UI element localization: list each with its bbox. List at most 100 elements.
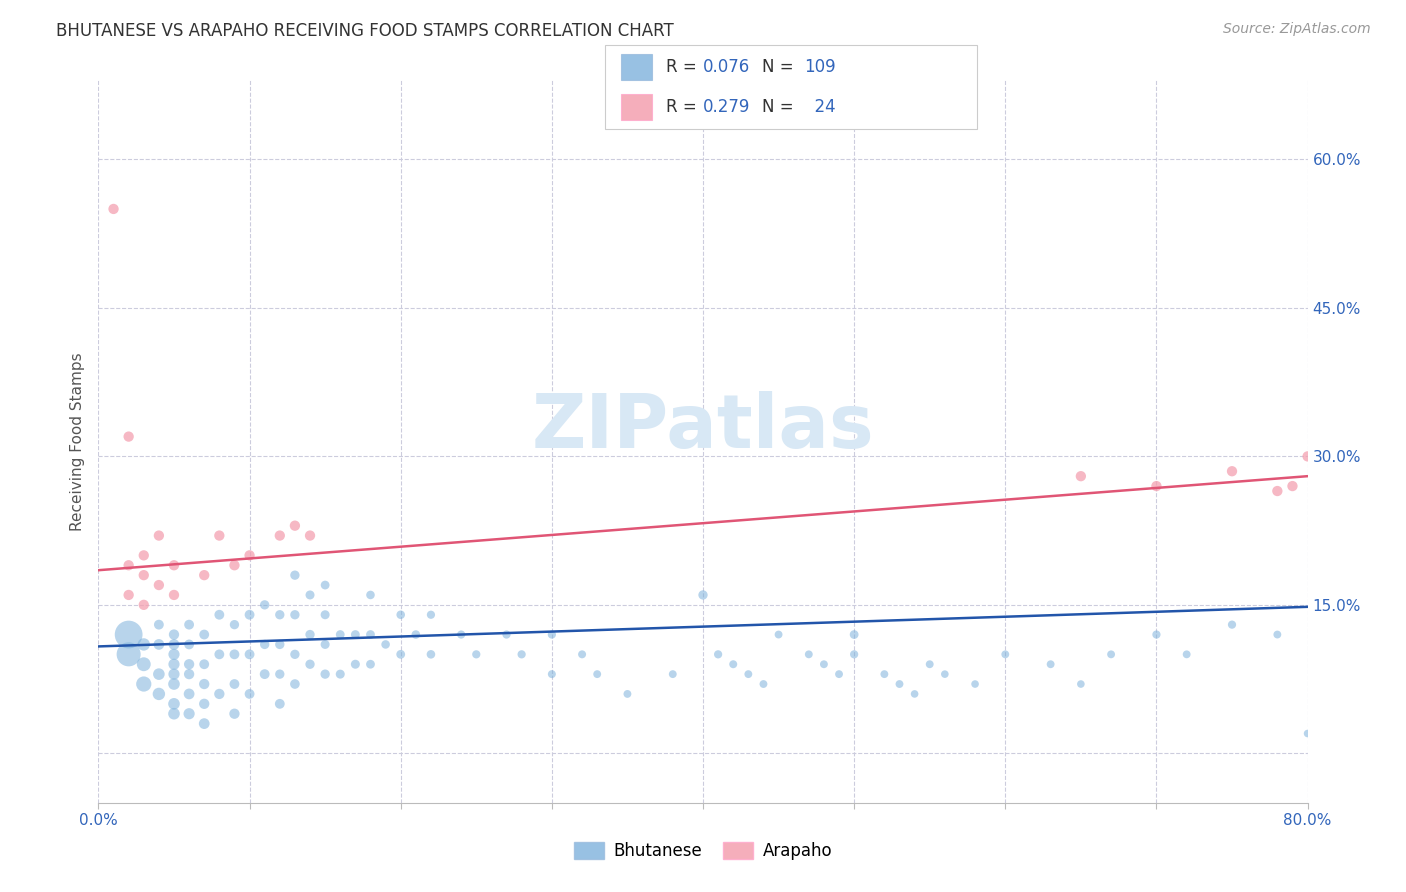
Text: Source: ZipAtlas.com: Source: ZipAtlas.com: [1223, 22, 1371, 37]
Point: [132, 568, 155, 582]
Point: [208, 528, 231, 542]
Text: R =: R =: [666, 58, 703, 76]
Point: [132, 657, 155, 672]
Point: [179, 657, 201, 672]
Point: [904, 687, 927, 701]
Point: [253, 667, 276, 681]
Point: [132, 677, 155, 691]
Legend: Bhutanese, Arapaho: Bhutanese, Arapaho: [567, 835, 839, 867]
Point: [661, 667, 683, 681]
Point: [118, 648, 141, 662]
Point: [1070, 677, 1092, 691]
Point: [179, 667, 201, 681]
Text: BHUTANESE VS ARAPAHO RECEIVING FOOD STAMPS CORRELATION CHART: BHUTANESE VS ARAPAHO RECEIVING FOOD STAM…: [56, 22, 673, 40]
Point: [844, 627, 866, 641]
Point: [360, 588, 382, 602]
Point: [148, 667, 170, 681]
Point: [163, 677, 186, 691]
Point: [179, 637, 201, 651]
Point: [768, 627, 790, 641]
Point: [389, 607, 412, 622]
Point: [224, 558, 246, 573]
Point: [918, 657, 941, 672]
Point: [132, 637, 155, 651]
Point: [737, 667, 759, 681]
Point: [1281, 479, 1303, 493]
Text: 24: 24: [804, 98, 835, 116]
Point: [163, 588, 186, 602]
Text: 109: 109: [804, 58, 835, 76]
Point: [1267, 483, 1289, 498]
Point: [707, 648, 730, 662]
Point: [208, 687, 231, 701]
Point: [844, 648, 866, 662]
Point: [284, 568, 307, 582]
Point: [103, 202, 125, 216]
Y-axis label: Receiving Food Stamps: Receiving Food Stamps: [70, 352, 86, 531]
Point: [179, 706, 201, 721]
Point: [344, 657, 367, 672]
Point: [1296, 726, 1319, 740]
Point: [163, 558, 186, 573]
Point: [179, 617, 201, 632]
Point: [193, 568, 215, 582]
Point: [510, 648, 533, 662]
Point: [329, 627, 352, 641]
Point: [299, 657, 322, 672]
Text: R =: R =: [666, 98, 703, 116]
Point: [239, 687, 262, 701]
Point: [299, 627, 322, 641]
Point: [314, 607, 336, 622]
Point: [163, 657, 186, 672]
Point: [360, 657, 382, 672]
Text: 0.279: 0.279: [703, 98, 751, 116]
Point: [540, 667, 562, 681]
Point: [148, 637, 170, 651]
Point: [586, 667, 609, 681]
Point: [420, 648, 443, 662]
Point: [163, 637, 186, 651]
Point: [314, 637, 336, 651]
Text: 0.076: 0.076: [703, 58, 751, 76]
Point: [132, 549, 155, 563]
Point: [193, 697, 215, 711]
Point: [965, 677, 987, 691]
Point: [360, 627, 382, 641]
Point: [163, 667, 186, 681]
Point: [118, 588, 141, 602]
Point: [797, 648, 820, 662]
Point: [420, 607, 443, 622]
Point: [571, 648, 593, 662]
Point: [224, 677, 246, 691]
Point: [1144, 627, 1167, 641]
Point: [1070, 469, 1092, 483]
Point: [118, 558, 141, 573]
Text: N =: N =: [762, 98, 799, 116]
Point: [828, 667, 851, 681]
Point: [118, 429, 141, 443]
Point: [299, 528, 322, 542]
Point: [193, 657, 215, 672]
Point: [284, 648, 307, 662]
Point: [329, 667, 352, 681]
Point: [405, 627, 427, 641]
Point: [148, 578, 170, 592]
Point: [253, 598, 276, 612]
Point: [239, 607, 262, 622]
Point: [193, 716, 215, 731]
Point: [163, 706, 186, 721]
Point: [284, 607, 307, 622]
Point: [284, 677, 307, 691]
Point: [224, 706, 246, 721]
Point: [224, 617, 246, 632]
Point: [163, 648, 186, 662]
Point: [163, 697, 186, 711]
Point: [1220, 617, 1243, 632]
Point: [1267, 627, 1289, 641]
Point: [389, 648, 412, 662]
Point: [1144, 479, 1167, 493]
Point: [179, 687, 201, 701]
Point: [813, 657, 835, 672]
Text: N =: N =: [762, 58, 799, 76]
Point: [1099, 648, 1122, 662]
